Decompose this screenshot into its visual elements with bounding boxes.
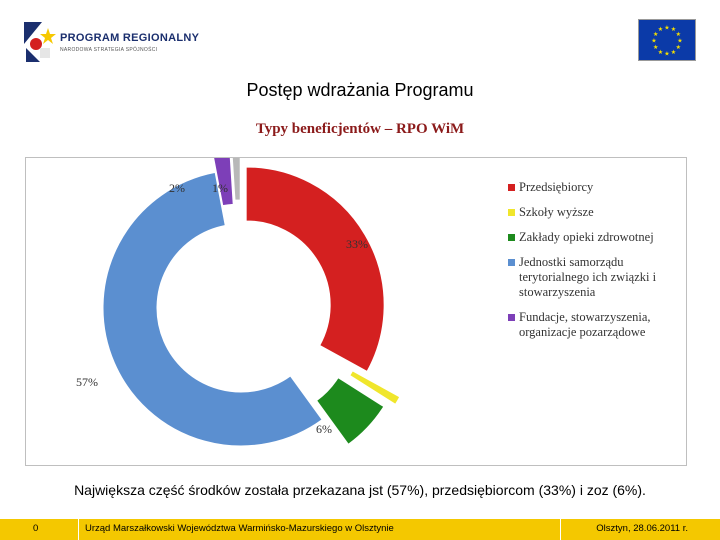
legend-label: Szkoły wyższe <box>519 205 594 219</box>
eu-stars: ★ ★★★★★★★★★★★ <box>639 20 695 60</box>
doughnut-chart: 33%1%6%57%2%1% <box>76 158 401 447</box>
footer-bar: 0 Urząd Marszałkowski Województwa Warmiń… <box>0 519 720 540</box>
legend-item: Szkoły wyższe <box>508 205 684 220</box>
legend-label: Jednostki samorządu terytorialnego ich z… <box>519 255 657 299</box>
footer-date: Olsztyn, 28.06.2011 r. <box>596 523 688 534</box>
chart-legend: Przedsiębiorcy Szkoły wyższe Zakłady opiek… <box>508 180 684 350</box>
eu-star-icon: ★ <box>664 51 669 58</box>
slice-data-label: 57% <box>76 375 98 389</box>
slice-data-label: 2% <box>169 181 185 195</box>
chart-subtitle: Typy beneficjentów – RPO WiM <box>255 121 465 137</box>
eu-star-icon: ★ <box>658 26 663 33</box>
legend-swatch <box>508 234 515 241</box>
footer-office: Urząd Marszałkowski Województwa Warmińsk… <box>85 523 394 534</box>
logo-subtitle: NARODOWA STRATEGIA SPÓJNOŚCI <box>60 47 158 53</box>
legend-label: Przedsiębiorcy <box>519 180 594 194</box>
legend-swatch <box>508 259 515 266</box>
slice-data-label: 6% <box>316 422 332 436</box>
eu-star-icon: ★ <box>676 31 681 38</box>
legend-swatch <box>508 314 515 321</box>
legend-item: Zakłady opieki zdrowotnej <box>508 230 684 245</box>
pie-slice <box>231 158 241 201</box>
legend-label: Zakłady opieki zdrowotnej <box>519 230 654 244</box>
eu-star-icon: ★ <box>664 25 669 32</box>
eu-star-icon: ★ <box>676 44 681 51</box>
eu-flag-icon: ★ ★ ★ ★ ★ ★ ★ ★ ★ ★ ★ ★ <box>638 19 696 61</box>
logo-title: PROGRAM REGIONALNY <box>60 32 200 44</box>
eu-star-icon: ★ <box>671 49 676 56</box>
legend-item: Fundacje, stowarzyszenia, organizacje po… <box>508 310 684 340</box>
footer-divider <box>78 519 79 540</box>
footer-divider <box>560 519 561 540</box>
pie-slice <box>213 158 234 207</box>
page-title: Postęp wdrażania Programu <box>246 80 474 100</box>
eu-star-icon: ★ <box>677 38 682 45</box>
pie-slice <box>315 376 385 445</box>
logo-emblem-icon <box>24 22 56 62</box>
legend-item: Przedsiębiorcy <box>508 180 684 195</box>
legend-item: Jednostki samorządu terytorialnego ich z… <box>508 255 684 300</box>
pie-slice <box>102 171 323 447</box>
eu-star-icon: ★ <box>653 31 658 38</box>
slice-data-label: 33% <box>346 237 368 251</box>
eu-star-icon: ★ <box>651 38 656 45</box>
eu-star-icon: ★ <box>653 44 658 51</box>
summary-caption: Największa część środków została przekaz… <box>74 482 646 498</box>
pie-slice <box>245 166 385 373</box>
pie-slice <box>349 370 401 406</box>
legend-swatch <box>508 184 515 191</box>
eu-star-icon: ★ <box>658 49 663 56</box>
legend-label: Fundacje, stowarzyszenia, organizacje po… <box>519 310 651 339</box>
program-regionalny-logo: PROGRAM REGIONALNY NARODOWA STRATEGIA SP… <box>20 18 200 66</box>
slice-data-label: 1% <box>212 181 228 195</box>
legend-swatch <box>508 209 515 216</box>
eu-star-icon: ★ <box>671 26 676 33</box>
page-number: 0 <box>33 523 39 534</box>
